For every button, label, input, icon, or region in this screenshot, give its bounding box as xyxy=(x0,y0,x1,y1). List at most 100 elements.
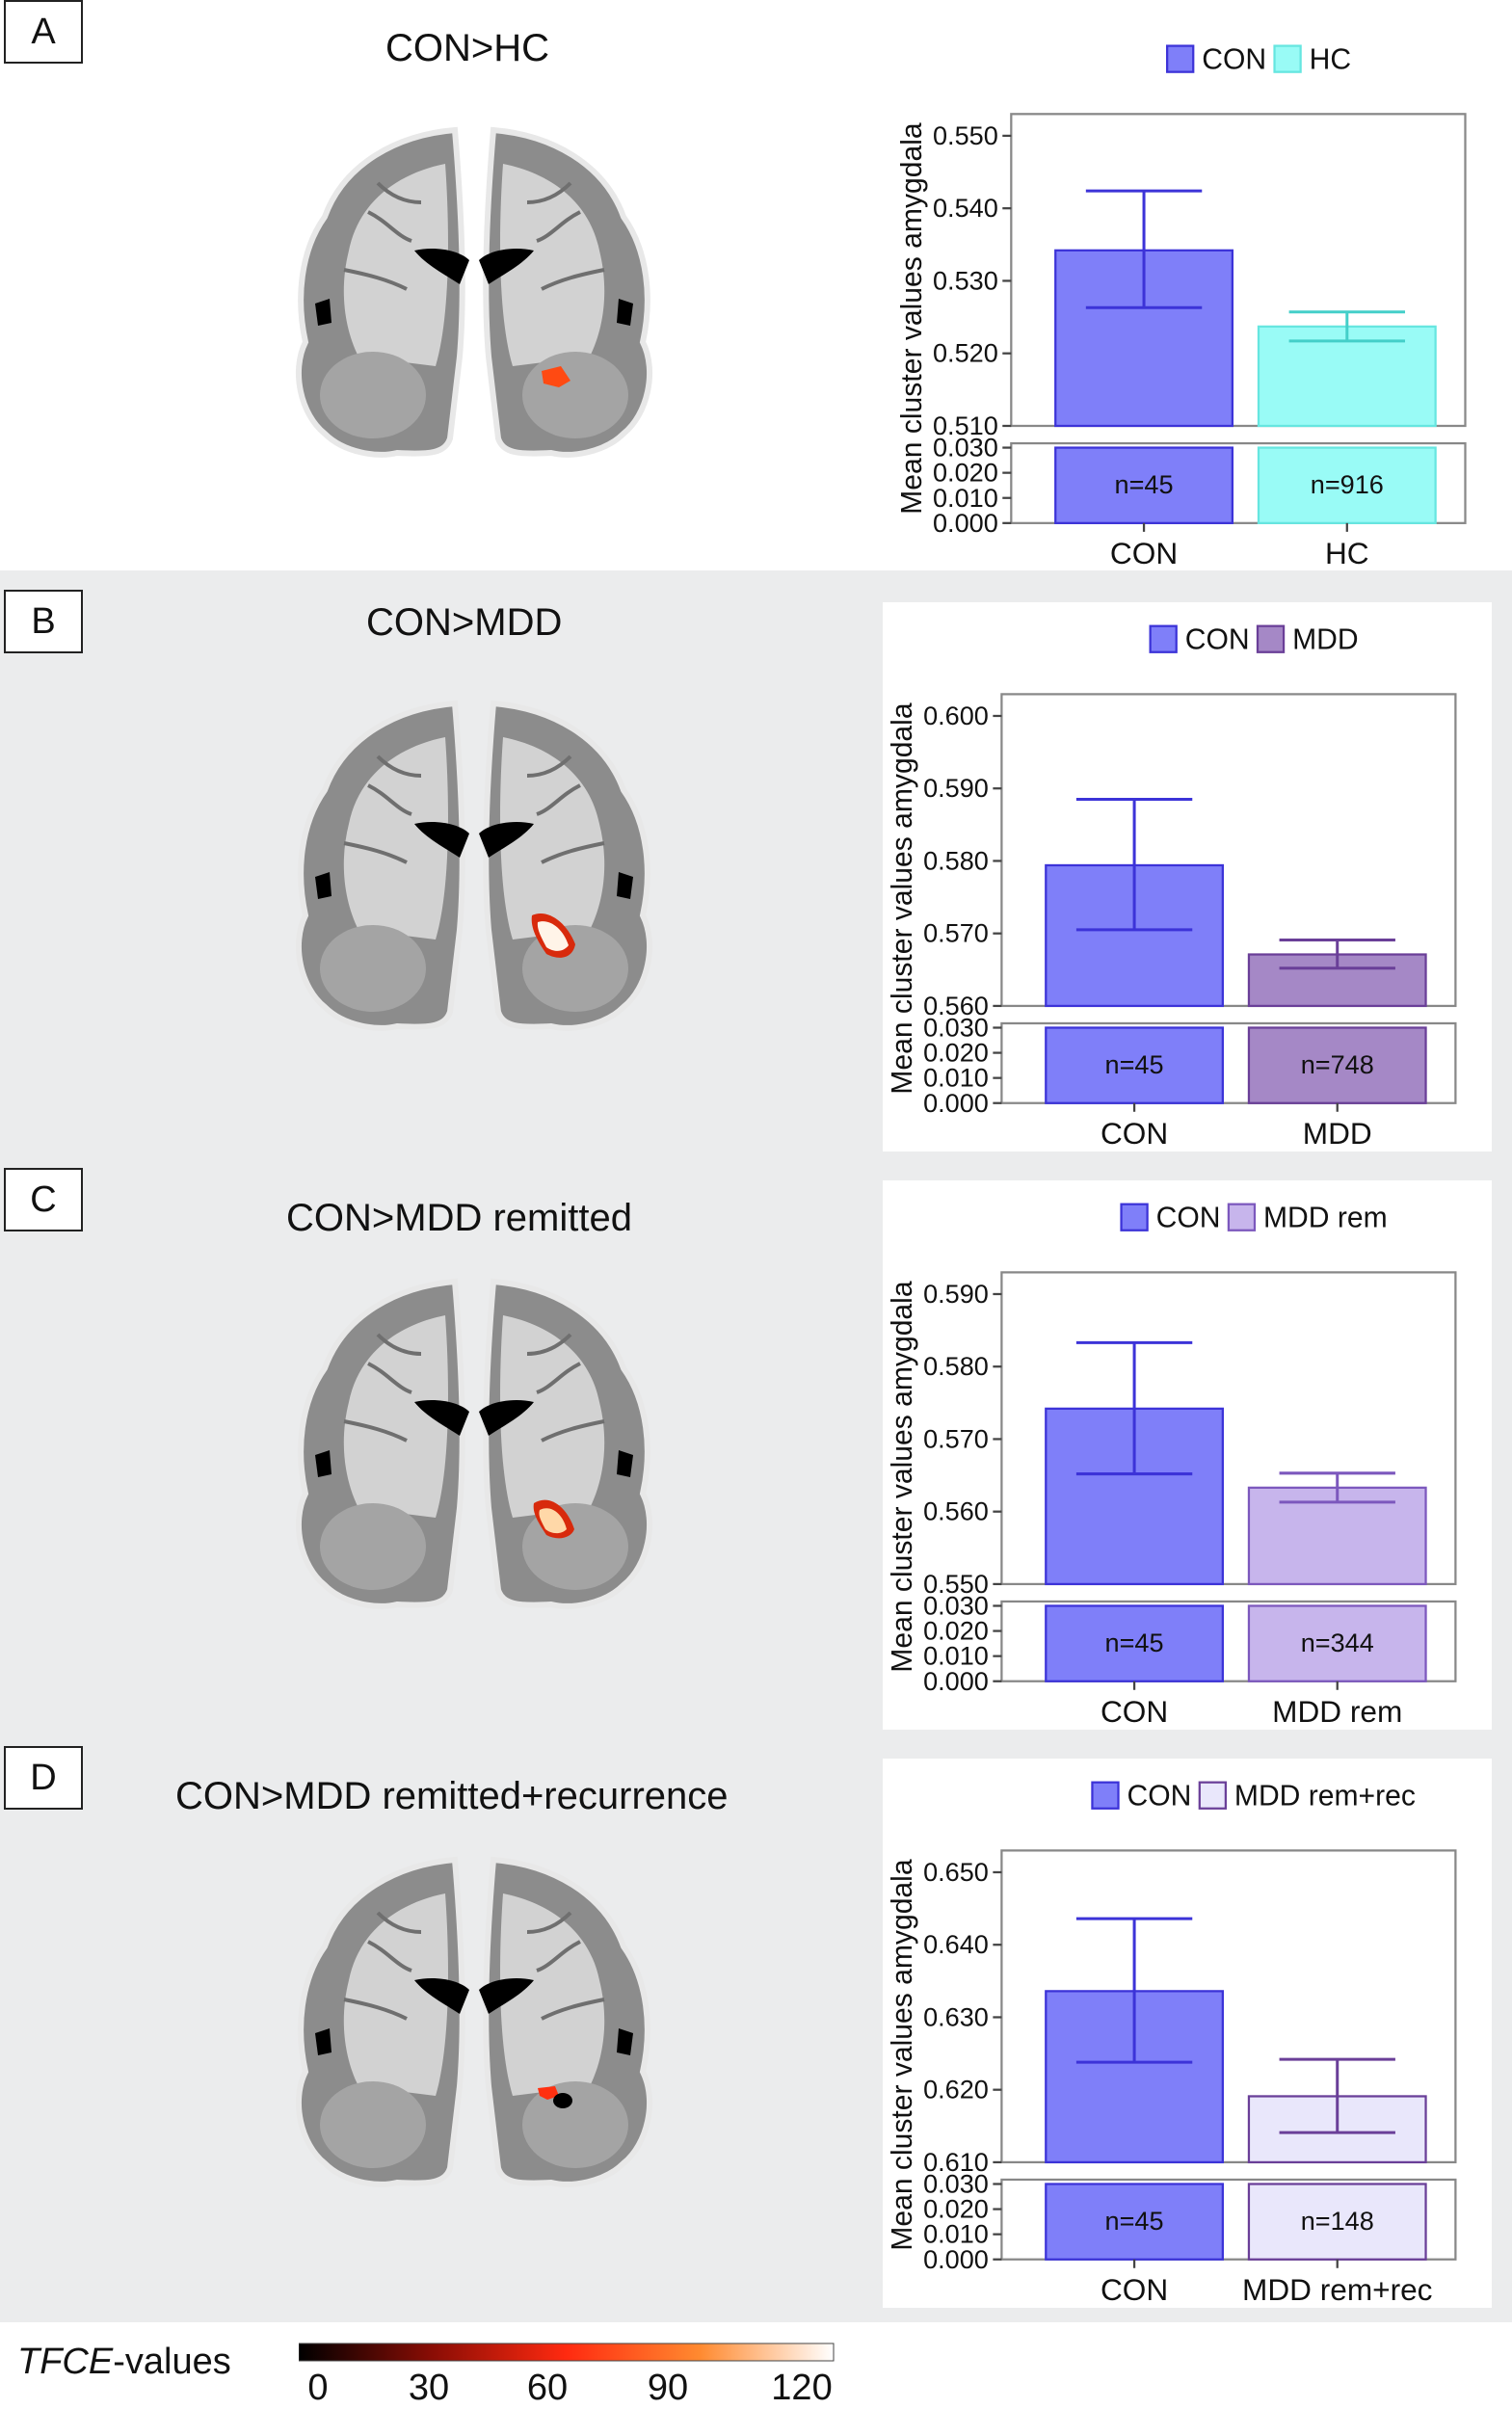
sulcus xyxy=(536,1940,581,1972)
y-tick-label-upper: 0.590 xyxy=(923,773,989,803)
brain-coronal-slice xyxy=(296,126,652,458)
temporal-lobe-left xyxy=(320,1503,426,1590)
panel-title: CON>MDD remitted+recurrence xyxy=(175,1775,729,1817)
activation-core xyxy=(539,1508,567,1534)
y-tick-label-lower: 0.000 xyxy=(923,1666,989,1696)
y-tick-label-lower: 0.020 xyxy=(923,1616,989,1646)
y-tick-label-upper: 0.580 xyxy=(923,845,989,875)
sulcus xyxy=(526,181,572,204)
lower-plot-frame xyxy=(1000,2178,1457,2261)
lateral-ventricle-left xyxy=(414,249,469,284)
y-axis-label: Mean cluster values amygdala xyxy=(887,1281,918,1673)
sulcus xyxy=(367,783,412,816)
insula-left xyxy=(315,2028,332,2055)
bar-lower-CON xyxy=(1054,446,1234,524)
colorbar-tick-label: 60 xyxy=(527,2368,568,2405)
bar-lower-MDD xyxy=(1247,1026,1427,1104)
sulcus xyxy=(541,1998,605,2021)
lateral-ventricle-right xyxy=(479,1978,534,2014)
n-label-CON: n=45 xyxy=(1115,469,1174,499)
n-label-CON: n=45 xyxy=(1105,2206,1164,2236)
upper-plot-frame xyxy=(1000,1849,1457,2164)
x-tick-label-CON: CON xyxy=(1101,1116,1168,1151)
colorbar-bar xyxy=(299,2343,835,2362)
upper-plot-frame xyxy=(1000,693,1457,1008)
sulcus xyxy=(536,783,581,816)
x-tick-label-MDD rem: MDD rem xyxy=(1272,1694,1402,1729)
n-label-HC: n=916 xyxy=(1311,469,1384,499)
insula-right xyxy=(617,299,633,326)
sulcus xyxy=(367,1940,412,1972)
sulcus xyxy=(343,1998,408,2021)
sulcus xyxy=(536,1362,581,1394)
y-tick-label-lower: 0.010 xyxy=(923,2219,989,2249)
activation-core xyxy=(537,921,569,951)
y-tick-label-lower: 0.020 xyxy=(923,2194,989,2224)
insula-right xyxy=(617,2028,633,2055)
brain-coronal-slice xyxy=(296,1278,652,1609)
sulcus xyxy=(367,210,412,243)
y-tick-label-lower: 0.010 xyxy=(933,483,998,513)
bar-lower-MDD rem+rec xyxy=(1247,2183,1427,2261)
sulcus xyxy=(367,1362,412,1394)
legend-swatch-1 xyxy=(1273,44,1302,73)
y-tick-label-lower: 0.030 xyxy=(933,433,998,463)
lateral-ventricle-right xyxy=(479,1400,534,1436)
upper-plot-frame xyxy=(1000,1271,1457,1586)
legend-swatch-0 xyxy=(1149,624,1178,653)
lateral-ventricle-left xyxy=(414,1400,469,1436)
bar-chart-card: CON HC Mean cluster values amygdala 0.510 0.… xyxy=(879,27,1512,567)
y-tick-label-upper: 0.550 xyxy=(923,1569,989,1599)
y-tick-label-lower: 0.030 xyxy=(923,2169,989,2199)
legend-label-1: HC xyxy=(1310,44,1351,76)
y-tick-label-upper: 0.590 xyxy=(923,1279,989,1309)
colorbar-tick-label: 90 xyxy=(648,2368,688,2405)
y-tick-label-upper: 0.560 xyxy=(923,991,989,1020)
x-tick-label-CON: CON xyxy=(1110,536,1178,567)
y-tick-label-upper: 0.540 xyxy=(933,193,998,223)
lower-plot-frame xyxy=(1000,1600,1457,1682)
legend: CON HC xyxy=(1166,44,1351,76)
temporal-lobe-left xyxy=(320,925,426,1012)
bar-lower-CON xyxy=(1045,1604,1224,1682)
y-tick-label-lower: 0.020 xyxy=(933,458,998,488)
x-tick-label-HC: HC xyxy=(1325,536,1369,567)
insula-right xyxy=(617,1450,633,1477)
y-tick-label-upper: 0.610 xyxy=(923,2147,989,2177)
lateral-ventricle-right xyxy=(479,822,534,858)
y-tick-label-upper: 0.550 xyxy=(933,120,998,150)
activation-cluster xyxy=(538,2086,559,2100)
legend-label-1: MDD rem xyxy=(1263,1203,1388,1234)
bar-chart: CON MDD rem+rec Mean cluster values amygda… xyxy=(887,1781,1457,2307)
tfce-colorbar: 0 30 60 90 120 xyxy=(299,2343,835,2405)
x-tick-label-CON: CON xyxy=(1101,1694,1168,1729)
panel-title: CON>HC xyxy=(385,27,550,69)
panel-letter: D xyxy=(4,1746,83,1810)
y-axis-label: Mean cluster values amygdala xyxy=(887,702,918,1095)
legend: CON MDD rem+rec xyxy=(1091,1781,1416,1813)
legend-label-0: CON xyxy=(1156,1203,1221,1234)
sulcus xyxy=(541,841,605,864)
legend-swatch-0 xyxy=(1120,1203,1149,1231)
sulcus xyxy=(376,181,422,204)
y-axis-label: Mean cluster values amygdala xyxy=(896,122,928,515)
sulcus xyxy=(536,210,581,243)
legend-label-0: CON xyxy=(1127,1781,1192,1813)
y-tick-label-upper: 0.580 xyxy=(923,1351,989,1381)
y-tick-label-upper: 0.570 xyxy=(923,918,989,948)
insula-right xyxy=(617,872,633,899)
sulcus xyxy=(376,754,422,778)
y-tick-label-lower: 0.030 xyxy=(923,1591,989,1621)
legend-swatch-0 xyxy=(1166,44,1195,73)
lateral-ventricle-left xyxy=(414,1978,469,2014)
n-label-MDD rem+rec: n=148 xyxy=(1301,2206,1374,2236)
panel-letter: C xyxy=(4,1168,83,1231)
lower-plot-frame xyxy=(1000,1021,1457,1104)
x-tick-label-MDD rem+rec: MDD rem+rec xyxy=(1242,2272,1432,2307)
bar-chart: CON MDD rem Mean cluster values amygdala 0.… xyxy=(887,1203,1457,1729)
sulcus xyxy=(526,1333,572,1356)
panel-letter: A xyxy=(4,0,83,64)
n-label-MDD rem: n=344 xyxy=(1301,1628,1374,1657)
